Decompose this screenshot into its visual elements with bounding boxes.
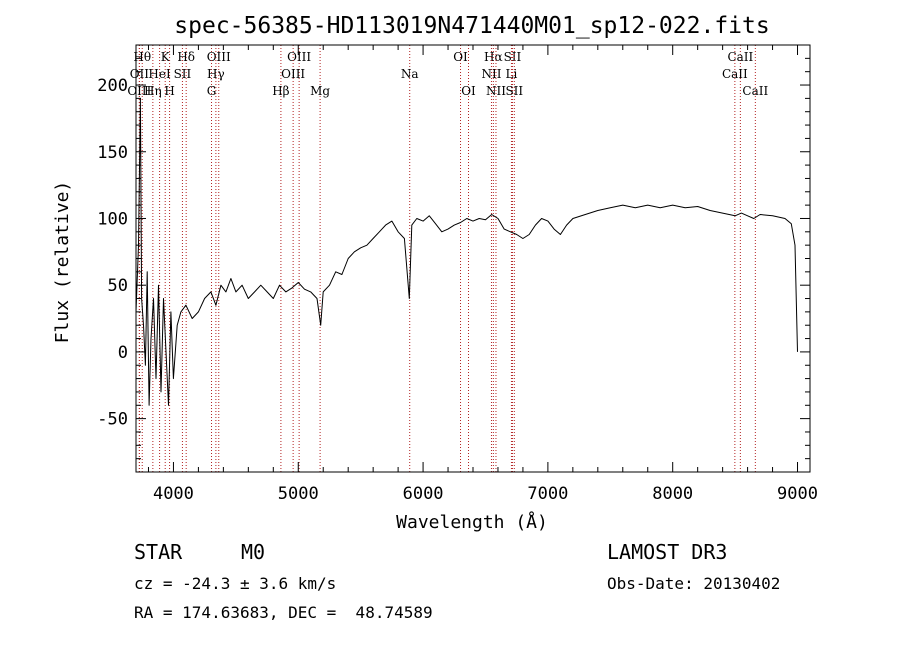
x-tick-label: 9000 bbox=[777, 484, 818, 504]
y-tick-label: -50 bbox=[97, 410, 128, 430]
plot-frame bbox=[135, 44, 811, 473]
coordinates-text: RA = 174.63683, DEC = 48.74589 bbox=[134, 603, 433, 622]
redshift-text: cz = -24.3 ± 3.6 km/s bbox=[134, 574, 337, 593]
y-tick-label: 50 bbox=[108, 276, 128, 296]
spectral-line-label: Mg bbox=[310, 84, 330, 98]
spectral-line-label: NII bbox=[486, 84, 506, 98]
spectral-line-label: Hη bbox=[144, 84, 162, 98]
x-tick-label: 6000 bbox=[403, 484, 444, 504]
series-layer bbox=[135, 97, 798, 406]
spectral-line-label: NII bbox=[481, 67, 501, 81]
spectrum-line bbox=[135, 97, 798, 406]
spectral-line-label: OI bbox=[461, 84, 476, 98]
x-axis-label: Wavelength (Å) bbox=[396, 511, 548, 533]
chart-title: spec-56385-HD113019N471440M01_sp12-022.f… bbox=[174, 13, 769, 39]
y-axis-label: Flux (relative) bbox=[52, 181, 73, 344]
spectral-line-label: CaII bbox=[722, 67, 748, 81]
spectral-line-label: HeI bbox=[148, 67, 171, 81]
y-tick-label: 200 bbox=[97, 76, 128, 96]
x-tick-label: 8000 bbox=[652, 484, 693, 504]
y-tick-label: 150 bbox=[97, 143, 128, 163]
spectral-line-label: Hθ bbox=[133, 50, 151, 64]
spectral-line-label: OI bbox=[453, 50, 468, 64]
spectral-line-label: OII bbox=[130, 67, 150, 81]
object-class: STAR bbox=[134, 540, 183, 564]
spectral-line-label: OIII bbox=[207, 50, 231, 64]
spectral-line-label: SII bbox=[505, 84, 523, 98]
spectral-line-label: H bbox=[164, 84, 174, 98]
spectral-line-label: Hδ bbox=[177, 50, 195, 64]
spectral-line-label: SII bbox=[504, 50, 522, 64]
x-tick-label: 5000 bbox=[278, 484, 319, 504]
subclass: M0 bbox=[241, 540, 266, 564]
spectral-line-label: Li bbox=[506, 67, 518, 81]
x-tick-label: 4000 bbox=[153, 484, 194, 504]
spectral-line-label: G bbox=[207, 84, 217, 98]
spectral-line-label: Hα bbox=[484, 50, 503, 64]
y-tick-label: 0 bbox=[118, 343, 128, 363]
spectral-line-label: Na bbox=[401, 67, 419, 81]
spectral-line-label: CaII bbox=[727, 50, 753, 64]
spectral-line-label: Hβ bbox=[272, 84, 289, 98]
x-tick-label: 7000 bbox=[527, 484, 568, 504]
spectral-line-label: SII bbox=[174, 67, 192, 81]
spectral-line-label: OIII bbox=[281, 67, 305, 81]
spectral-line-label: K bbox=[161, 50, 171, 64]
axis-ticks: 4000 5000 6000 7000 8000 9000 -50 0 50 100 150 200 bbox=[97, 45, 818, 504]
y-tick-label: 100 bbox=[97, 209, 128, 229]
spectral-line-label: CaII bbox=[742, 84, 768, 98]
spectral-line-label: OIII bbox=[127, 84, 151, 98]
spectral-line-label: Hγ bbox=[207, 67, 225, 81]
survey-label: LAMOST DR3 bbox=[607, 540, 728, 564]
obs-date: Obs-Date: 20130402 bbox=[607, 574, 781, 593]
spectral-line-label: OIII bbox=[287, 50, 311, 64]
